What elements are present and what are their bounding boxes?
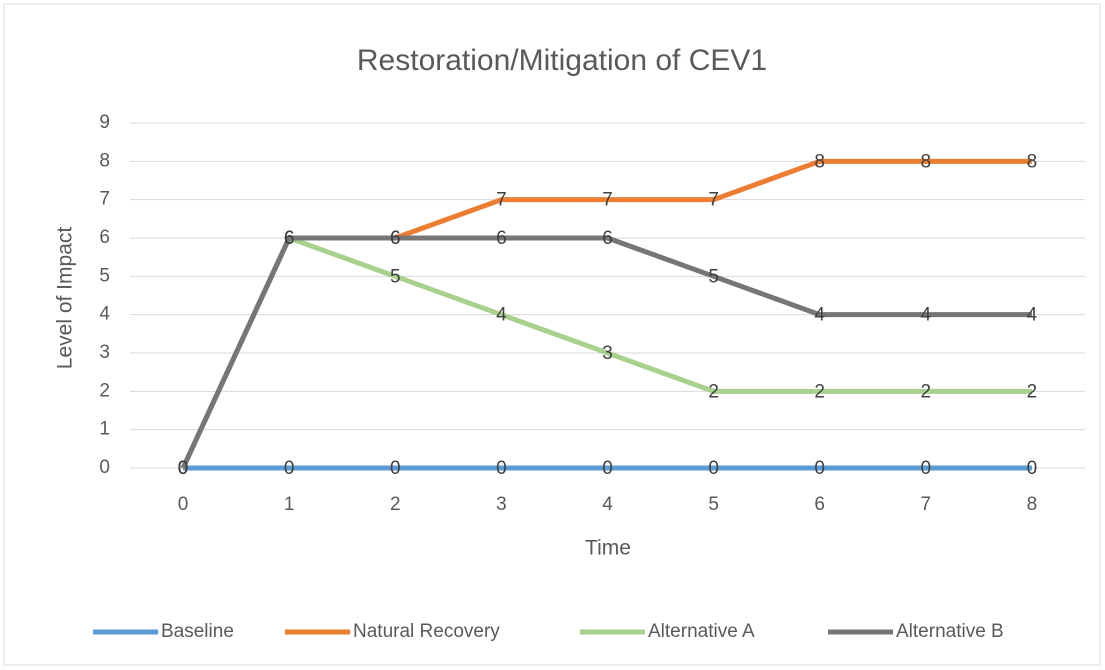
y-tick-label: 0 — [99, 457, 110, 478]
x-tick-label: 5 — [708, 494, 719, 515]
legend-label: Natural Recovery — [353, 621, 500, 642]
chart-title: Restoration/Mitigation of CEV1 — [357, 44, 767, 77]
data-label: 2 — [708, 381, 719, 402]
series-line — [180, 235, 1032, 470]
data-label: 8 — [921, 151, 932, 172]
y-tick-label: 5 — [99, 265, 110, 286]
y-tick-label: 6 — [99, 227, 110, 248]
y-axis-label: Level of Impact — [54, 227, 77, 370]
data-label: 0 — [178, 458, 189, 479]
legend-label: Baseline — [161, 621, 234, 642]
data-label: 5 — [390, 266, 401, 287]
data-label: 4 — [814, 305, 825, 326]
y-tick-label: 2 — [99, 380, 110, 401]
data-label: 6 — [602, 228, 613, 249]
data-label: 0 — [921, 458, 932, 479]
data-label: 7 — [496, 190, 507, 211]
data-label: 7 — [602, 190, 613, 211]
y-tick-label: 3 — [99, 342, 110, 363]
y-tick-label: 8 — [99, 150, 110, 171]
data-label: 0 — [1027, 458, 1038, 479]
x-tick-label: 1 — [284, 494, 295, 515]
y-tick-label: 4 — [99, 304, 110, 325]
data-label: 4 — [496, 305, 507, 326]
data-label: 2 — [1027, 381, 1038, 402]
data-label: 8 — [814, 151, 825, 172]
x-tick-label: 4 — [602, 494, 613, 515]
data-label: 0 — [284, 458, 295, 479]
y-tick-label: 9 — [99, 112, 110, 133]
data-label: 5 — [708, 266, 719, 287]
data-label: 3 — [602, 343, 613, 364]
data-label: 0 — [814, 458, 825, 479]
data-label: 0 — [178, 458, 189, 479]
data-label: 6 — [284, 228, 295, 249]
data-label: 6 — [284, 228, 295, 249]
legend-label: Alternative A — [648, 621, 755, 642]
data-label: 2 — [814, 381, 825, 402]
y-tick-label: 1 — [99, 419, 110, 440]
data-label: 0 — [178, 458, 189, 479]
x-axis-label: Time — [585, 537, 631, 560]
x-tick-label: 6 — [814, 494, 825, 515]
data-label: 6 — [390, 228, 401, 249]
x-tick-label: 2 — [390, 494, 401, 515]
data-label: 6 — [284, 228, 295, 249]
data-label: 6 — [390, 228, 401, 249]
data-label: 0 — [178, 458, 189, 479]
data-label: 0 — [390, 458, 401, 479]
x-tick-label: 7 — [921, 494, 932, 515]
x-tick-label: 0 — [178, 494, 189, 515]
series-line — [180, 235, 1032, 470]
data-label: 0 — [496, 458, 507, 479]
data-label: 0 — [708, 458, 719, 479]
data-label: 7 — [708, 190, 719, 211]
y-tick-label: 7 — [99, 189, 110, 210]
data-label: 4 — [921, 305, 932, 326]
data-label: 0 — [602, 458, 613, 479]
data-label: 6 — [496, 228, 507, 249]
data-label: 8 — [1027, 151, 1038, 172]
data-label: 4 — [1027, 305, 1038, 326]
x-tick-label: 3 — [496, 494, 507, 515]
legend-label: Alternative B — [896, 621, 1004, 642]
data-label: 2 — [921, 381, 932, 402]
x-tick-label: 8 — [1027, 494, 1038, 515]
